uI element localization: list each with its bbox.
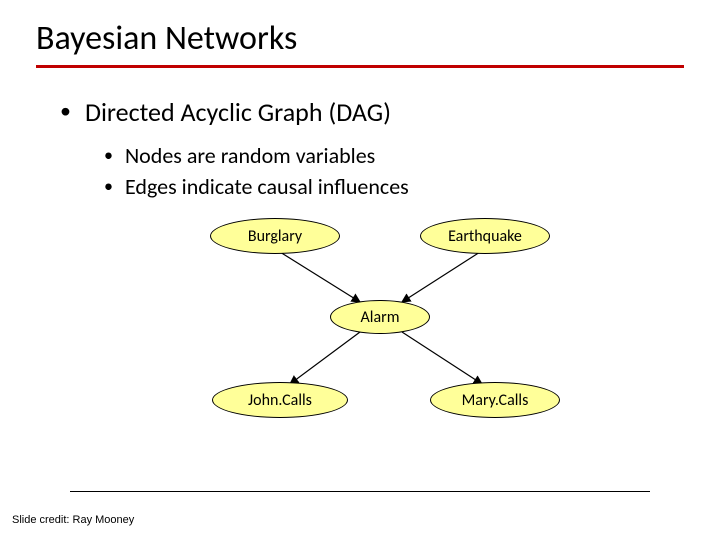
page-title: Bayesian Networks xyxy=(36,18,720,59)
edge-alarm-marycalls xyxy=(402,332,482,384)
bullet-text: Edges indicate causal influences xyxy=(125,173,409,200)
bullet-dot: • xyxy=(104,142,113,168)
footer-rule xyxy=(70,491,650,493)
node-label: Mary.Calls xyxy=(462,391,529,410)
edge-alarm-johncalls xyxy=(290,332,360,384)
node-label: John.Calls xyxy=(248,391,312,410)
node-label: Burglary xyxy=(248,227,302,246)
dag-diagram: Burglary Earthquake Alarm John.Calls Mar… xyxy=(130,218,630,438)
edge-earthquake-alarm xyxy=(402,252,480,302)
bullet-dot: • xyxy=(60,96,71,126)
node-alarm: Alarm xyxy=(330,300,430,334)
node-burglary: Burglary xyxy=(210,218,340,254)
node-marycalls: Mary.Calls xyxy=(430,382,560,418)
content-area: • Directed Acyclic Graph (DAG) • Nodes a… xyxy=(0,68,720,438)
node-earthquake: Earthquake xyxy=(420,218,550,254)
bullet-level2: • Edges indicate causal influences xyxy=(104,173,720,200)
bullet-dot: • xyxy=(104,173,113,199)
bullet-text: Nodes are random variables xyxy=(125,142,375,169)
bullet-level2: • Nodes are random variables xyxy=(104,142,720,169)
slide-credit: Slide credit: Ray Mooney xyxy=(12,514,134,526)
bullet-level1: • Directed Acyclic Graph (DAG) xyxy=(60,96,720,128)
node-johncalls: John.Calls xyxy=(212,382,348,418)
node-label: Earthquake xyxy=(448,227,522,246)
bullet-text: Directed Acyclic Graph (DAG) xyxy=(85,96,391,128)
edge-burglary-alarm xyxy=(280,252,360,302)
node-label: Alarm xyxy=(361,308,400,327)
